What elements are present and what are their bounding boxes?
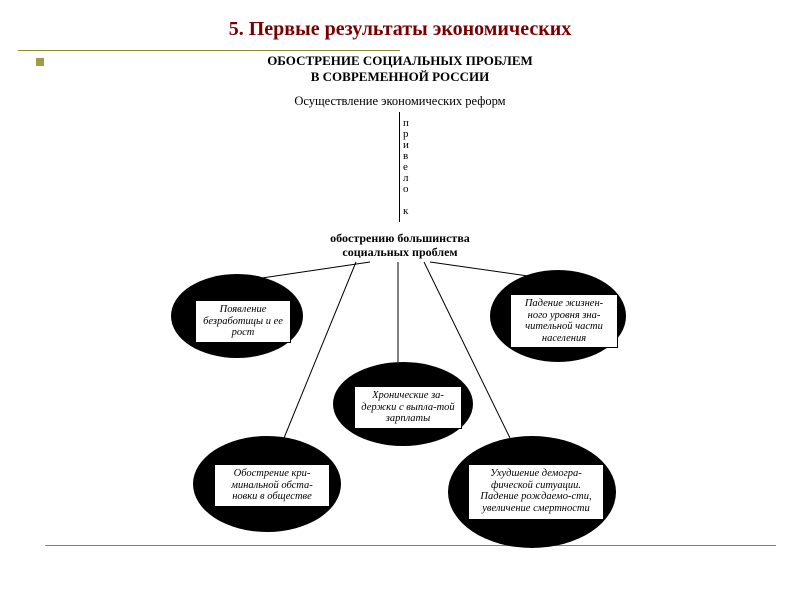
vertical-connector-text: привело к — [403, 118, 409, 217]
edge-line — [430, 262, 528, 276]
node-label: Хронические за-держки с выпла-той зарпла… — [354, 386, 462, 429]
edge-line — [262, 262, 370, 278]
footer-rule — [45, 545, 776, 546]
center-label: обострению большинства социальных пробле… — [0, 232, 800, 260]
slide-title: 5. Первые результаты экономических — [0, 18, 800, 41]
node-label: Ухудшение демогра-фической ситуации. Пад… — [468, 464, 604, 520]
vertical-letter: к — [403, 206, 409, 217]
vertical-connector-line — [399, 112, 400, 222]
center-label-line1: обострению большинства — [330, 231, 470, 245]
diagram-subtitle: Осуществление экономических реформ — [0, 94, 800, 109]
center-label-line2: социальных проблем — [342, 245, 457, 259]
node-label: Падение жизнен-ного уровня зна-чительной… — [510, 294, 618, 348]
node-label: Появление безработицы и ее рост — [195, 300, 291, 343]
diagram-heading-line2: В СОВРЕМЕННОЙ РОССИИ — [311, 69, 489, 84]
node-label: Обострение кри-минальной обста-новки в о… — [214, 464, 330, 507]
diagram-heading-line1: ОБОСТРЕНИЕ СОЦИАЛЬНЫХ ПРОБЛЕМ — [267, 53, 533, 68]
edges-svg — [0, 0, 800, 600]
diagram-heading: ОБОСТРЕНИЕ СОЦИАЛЬНЫХ ПРОБЛЕМ В СОВРЕМЕН… — [0, 53, 800, 84]
